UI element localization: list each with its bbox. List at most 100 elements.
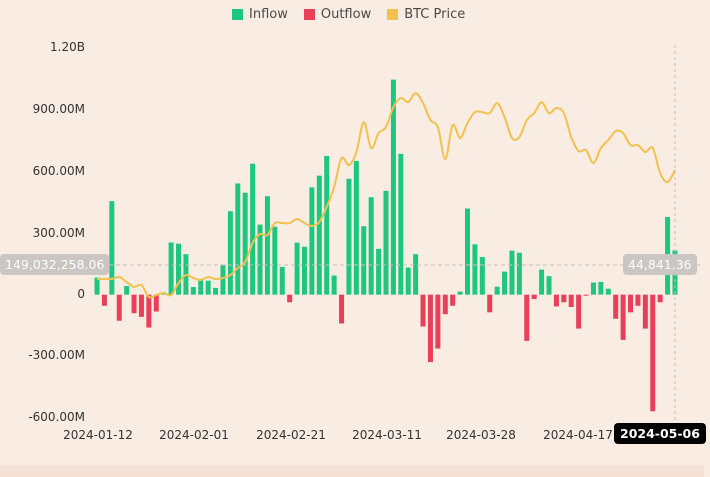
inflow-bar[interactable] xyxy=(539,269,545,295)
inflow-bar[interactable] xyxy=(390,79,396,295)
inflow-bar[interactable] xyxy=(220,264,226,295)
y-tick-label: 900.00M xyxy=(32,102,85,116)
outflow-bar[interactable] xyxy=(628,294,634,313)
legend-outflow-label: Outflow xyxy=(320,7,372,22)
inflow-bar[interactable] xyxy=(331,275,337,295)
outflow-bar[interactable] xyxy=(427,294,433,363)
outflow-bar[interactable] xyxy=(650,294,656,412)
y-tick-label: -300.00M xyxy=(28,348,85,362)
inflow-bar[interactable] xyxy=(257,224,263,295)
legend-inflow-label: Inflow xyxy=(249,7,288,22)
chart-scrollbar-track[interactable] xyxy=(0,465,704,477)
outflow-bar[interactable] xyxy=(583,294,589,296)
inflow-bar[interactable] xyxy=(294,242,300,295)
outflow-bar[interactable] xyxy=(561,294,567,303)
inflow-bar[interactable] xyxy=(309,187,315,295)
inflow-bar[interactable] xyxy=(235,183,241,295)
inflow-bar[interactable] xyxy=(353,161,359,295)
inflow-bar[interactable] xyxy=(494,286,500,295)
outflow-bar[interactable] xyxy=(435,294,441,349)
legend-btc-price[interactable]: BTC Price xyxy=(387,7,465,22)
x-tick-label: 2024-03-28 xyxy=(446,428,516,442)
x-tick-label: 2024-02-01 xyxy=(159,428,229,442)
outflow-bar[interactable] xyxy=(153,294,159,312)
inflow-bar[interactable] xyxy=(324,155,330,295)
inflow-bar[interactable] xyxy=(198,278,204,295)
outflow-bar[interactable] xyxy=(116,294,122,321)
outflow-bar[interactable] xyxy=(420,294,426,327)
outflow-swatch-icon xyxy=(303,9,315,20)
inflow-bar[interactable] xyxy=(346,178,352,295)
inflow-bar[interactable] xyxy=(479,257,485,295)
outflow-bar[interactable] xyxy=(101,294,107,306)
inflow-bar[interactable] xyxy=(383,190,389,295)
legend-btc-price-label: BTC Price xyxy=(404,7,466,22)
inflow-bar[interactable] xyxy=(272,226,278,295)
x-tick-label: 2024-02-21 xyxy=(256,428,326,442)
price-swatch-icon xyxy=(387,9,399,20)
outflow-bar[interactable] xyxy=(487,294,493,313)
inflow-bar[interactable] xyxy=(94,277,100,295)
inflow-bar[interactable] xyxy=(279,266,285,295)
btc-price-line[interactable] xyxy=(97,92,676,299)
y-tick-label: 300.00M xyxy=(32,226,85,240)
inflow-bar[interactable] xyxy=(598,281,604,295)
outflow-bar[interactable] xyxy=(531,294,537,299)
outflow-bar[interactable] xyxy=(657,294,663,303)
inflow-bar[interactable] xyxy=(405,267,411,295)
inflow-bar[interactable] xyxy=(301,246,307,295)
inflow-bar[interactable] xyxy=(213,287,219,295)
inflow-bar[interactable] xyxy=(457,291,463,295)
inflow-bar[interactable] xyxy=(190,287,196,295)
outflow-bar[interactable] xyxy=(553,294,559,307)
inflow-bar[interactable] xyxy=(242,192,248,295)
inflow-swatch-icon xyxy=(232,9,243,20)
inflow-bar[interactable] xyxy=(168,242,174,295)
outflow-bar[interactable] xyxy=(287,294,293,303)
outflow-bar[interactable] xyxy=(138,294,144,317)
legend: Inflow Outflow BTC Price xyxy=(232,7,465,22)
outflow-bar[interactable] xyxy=(642,294,648,329)
crosshair-date-label: 2024-05-06 xyxy=(614,423,706,444)
inflow-bar[interactable] xyxy=(227,211,233,295)
outflow-bar[interactable] xyxy=(146,294,152,328)
inflow-bar[interactable] xyxy=(509,250,515,295)
inflow-bar[interactable] xyxy=(516,252,522,295)
outflow-bar[interactable] xyxy=(620,294,626,340)
legend-inflow[interactable]: Inflow xyxy=(232,7,288,22)
inflow-bar[interactable] xyxy=(250,163,256,295)
inflow-bar[interactable] xyxy=(376,248,382,295)
outflow-bar[interactable] xyxy=(450,294,456,306)
inflow-bar[interactable] xyxy=(368,197,374,295)
inflow-bar[interactable] xyxy=(124,286,130,295)
inflow-bar[interactable] xyxy=(605,288,611,295)
inflow-bar[interactable] xyxy=(109,201,115,295)
inflow-bar[interactable] xyxy=(472,244,478,295)
outflow-bar[interactable] xyxy=(339,294,345,324)
inflow-bar[interactable] xyxy=(316,175,322,295)
y-tick-label: -600.00M xyxy=(28,410,85,424)
y-tick-label: 600.00M xyxy=(32,164,85,178)
outflow-bar[interactable] xyxy=(131,294,137,314)
inflow-bar[interactable] xyxy=(264,196,270,295)
y-tick-label: 1.20B xyxy=(50,40,85,54)
outflow-bar[interactable] xyxy=(576,294,582,329)
inflow-bar[interactable] xyxy=(205,280,211,295)
outflow-bar[interactable] xyxy=(524,294,530,341)
outflow-bar[interactable] xyxy=(568,294,574,307)
legend-outflow[interactable]: Outflow xyxy=(303,7,372,22)
inflow-bar[interactable] xyxy=(413,254,419,295)
inflow-bar[interactable] xyxy=(361,226,367,295)
inflow-bar[interactable] xyxy=(502,271,508,295)
inflow-bar[interactable] xyxy=(465,208,470,295)
crosshair-y-value-label: 149,032,258.06 xyxy=(0,254,110,275)
crosshair-price-label: 44,841.36 xyxy=(623,254,697,275)
outflow-bar[interactable] xyxy=(613,294,619,319)
outflow-bar[interactable] xyxy=(635,294,641,306)
inflow-bar[interactable] xyxy=(398,153,404,295)
inflow-bar[interactable] xyxy=(176,243,182,295)
inflow-bar[interactable] xyxy=(590,282,596,295)
outflow-bar[interactable] xyxy=(442,294,448,315)
inflow-bar[interactable] xyxy=(546,276,552,295)
